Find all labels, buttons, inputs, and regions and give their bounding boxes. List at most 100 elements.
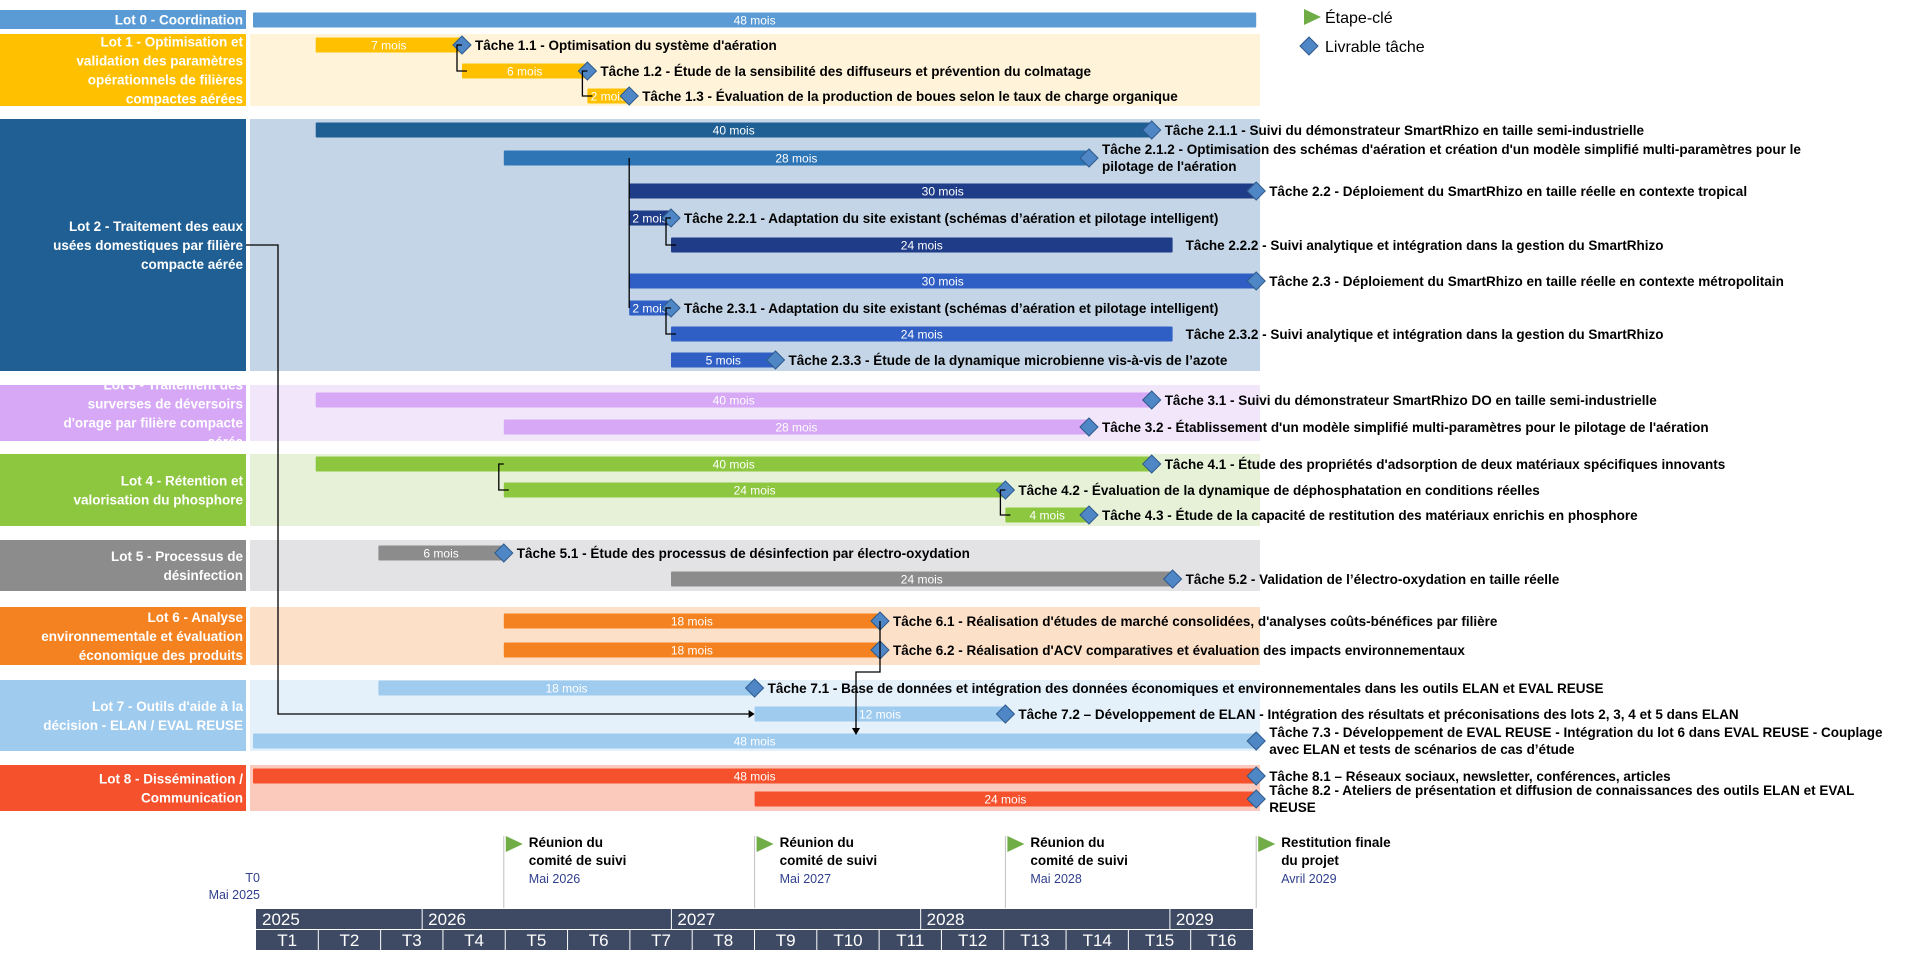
dependency-arrow (665, 217, 676, 246)
lot-label: valorisation du phosphore (73, 493, 243, 508)
dependency-arrow (999, 489, 1011, 516)
legend-label: Étape-clé (1325, 8, 1393, 27)
lot-label: Lot 1 - Optimisation et (100, 35, 243, 50)
milestone-title: Réunion du (780, 835, 854, 850)
deliverable-diamond-icon (1246, 181, 1266, 201)
milestone-title: comité de suivi (780, 853, 878, 868)
task-label: Tâche 2.2.2 - Suivi analytique et intégr… (1186, 238, 1664, 253)
task-label: Tâche 2.1.2 - Optimisation des schémas d… (1102, 142, 1801, 157)
deliverable-diamond-icon (1299, 36, 1319, 56)
task-bar (503, 150, 1089, 166)
lot-label: environnementale et évaluation (41, 629, 243, 644)
timeline-years-bar (256, 909, 1253, 929)
task-duration-label: 28 mois (775, 421, 817, 435)
task-bar (671, 237, 1173, 253)
legend-label: Livrable tâche (1325, 39, 1425, 56)
deliverable-diamond-icon (1246, 789, 1266, 809)
task-duration-label: 2 mois (632, 212, 667, 226)
lot-label: d'orage par filière compacte (63, 416, 243, 431)
year-label: 2025 (262, 910, 300, 929)
task-bar (754, 791, 1257, 807)
lot-label: Lot 8 - Dissémination / (99, 772, 243, 787)
task-label: pilotage de l'aération (1102, 159, 1237, 174)
deliverable-diamond-icon (619, 86, 639, 106)
lot-label: décision - ELAN / EVAL REUSE (43, 718, 243, 733)
milestone-title: Réunion du (529, 835, 603, 850)
year-label: 2026 (428, 910, 466, 929)
lot-label-box (0, 10, 246, 29)
task-duration-label: 40 mois (713, 458, 755, 472)
quarter-label: T15 (1145, 931, 1174, 950)
task-duration-label: 48 mois (734, 735, 776, 749)
dependency-arrow (665, 307, 676, 335)
task-label: Tâche 2.1.1 - Suivi du démonstrateur Sma… (1165, 123, 1645, 138)
task-duration-label: 18 mois (545, 682, 587, 696)
quarter-label: T2 (340, 931, 360, 950)
deliverable-diamond-icon (1246, 731, 1266, 751)
arrowhead (748, 710, 755, 718)
task-bar (378, 680, 755, 696)
quarter-label: T14 (1083, 931, 1112, 950)
milestone-title: comité de suivi (1030, 853, 1128, 868)
task-label: Tâche 4.3 - Étude de la capacité de rest… (1102, 508, 1638, 523)
task-label: Tâche 2.2 - Déploiement du SmartRhizo en… (1269, 184, 1747, 199)
task-bar (315, 456, 1152, 472)
quarter-label: T3 (402, 931, 422, 950)
task-bar (1005, 507, 1089, 523)
deliverable-diamond-icon (995, 704, 1016, 724)
milestone-flag-icon (1007, 836, 1025, 852)
task-duration-label: 5 mois (706, 354, 741, 368)
task-bar (378, 545, 504, 561)
lot-label: usées domestiques par filière (53, 238, 243, 253)
lot-label-box (0, 454, 246, 526)
deliverable-diamond-icon (1246, 271, 1266, 291)
task-duration-label: 30 mois (922, 185, 964, 199)
task-label: Tâche 5.2 - Validation de l’électro-oxyd… (1186, 572, 1560, 587)
task-duration-label: 4 mois (1030, 509, 1065, 523)
lot-label: aérée (208, 435, 244, 450)
timeline-start-date: Mai 2025 (209, 888, 260, 902)
task-duration-label: 6 mois (423, 547, 458, 561)
task-bar (315, 122, 1152, 138)
lot-label: compacte aérée (141, 257, 244, 272)
deliverable-diamond-icon (494, 543, 514, 563)
task-label: Tâche 1.2 - Étude de la sensibilité des … (600, 64, 1091, 79)
task-bar (671, 326, 1173, 342)
milestone-title: Restitution finale (1281, 835, 1391, 850)
task-bar (503, 482, 1006, 498)
task-bar (629, 273, 1257, 289)
task-duration-label: 48 mois (734, 770, 776, 784)
lot-label: Lot 2 - Traitement des eaux (69, 219, 244, 234)
quarter-label: T10 (833, 931, 862, 950)
task-label: Tâche 2.3 - Déploiement du SmartRhizo en… (1269, 274, 1784, 289)
milestone-flag-icon (756, 836, 774, 852)
deliverable-diamond-icon (1141, 390, 1162, 410)
task-duration-label: 24 mois (734, 484, 776, 498)
milestone-title: comité de suivi (529, 853, 627, 868)
quarter-label: T12 (958, 931, 987, 950)
lot-label-box (0, 765, 246, 811)
deliverable-diamond-icon (1141, 120, 1162, 140)
task-label: Tâche 1.3 - Évaluation de la production … (642, 89, 1178, 104)
quarter-label: T13 (1020, 931, 1049, 950)
deliverable-diamond-icon (1079, 505, 1099, 525)
task-bar (629, 210, 671, 226)
quarter-label: T16 (1207, 931, 1236, 950)
milestone-date: Mai 2027 (780, 872, 831, 886)
lot-label: opérationnels de filières (88, 73, 243, 88)
task-label: Tâche 6.1 - Réalisation d'études de marc… (893, 614, 1498, 629)
task-label: Tâche 4.2 - Évaluation de la dynamique d… (1018, 483, 1539, 498)
lot-label: désinfection (163, 568, 243, 583)
deliverable-diamond-icon (1141, 454, 1162, 474)
lot-label-box (0, 385, 246, 441)
milestone-title: du projet (1281, 853, 1339, 868)
task-bar (587, 88, 630, 104)
lot-label-box (0, 540, 246, 591)
task-duration-label: 40 mois (713, 124, 755, 138)
arrowhead (852, 728, 860, 735)
milestone-date: Mai 2026 (529, 872, 580, 886)
task-label: Tâche 7.2 – Développement de ELAN - Inté… (1018, 707, 1738, 722)
deliverable-diamond-icon (765, 350, 786, 370)
task-label: Tâche 6.2 - Réalisation d'ACV comparativ… (893, 643, 1465, 658)
lot-label: Lot 5 - Processus de (111, 549, 244, 564)
